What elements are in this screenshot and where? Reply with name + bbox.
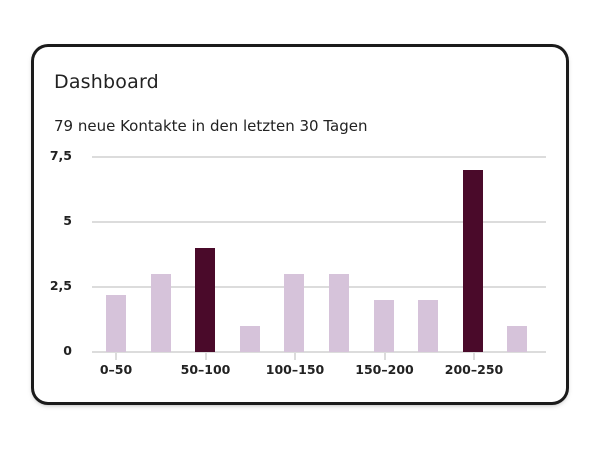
bar	[239, 326, 260, 352]
x-axis-tick	[115, 353, 117, 360]
x-axis-label: 100–150	[265, 362, 325, 377]
x-axis-label: 50–100	[180, 362, 231, 377]
bar	[150, 274, 171, 352]
bar	[106, 294, 126, 352]
x-axis-tick	[204, 353, 207, 360]
x-axis-label: 150–200	[355, 362, 414, 377]
gridline	[92, 351, 546, 353]
bar	[418, 300, 439, 352]
card-title: Dashboard	[54, 71, 159, 93]
chart-subtitle: 79 neue Kontakte in den letzten 30 Tagen	[54, 117, 368, 135]
bar	[507, 326, 528, 352]
y-axis-label: 5	[63, 213, 72, 228]
x-axis-tick	[473, 353, 475, 360]
bar	[373, 300, 394, 352]
bar	[284, 274, 305, 352]
x-axis-label: 200–250	[444, 362, 504, 377]
gridline	[92, 286, 546, 288]
y-axis-label: 2,5	[49, 278, 72, 293]
gridline	[92, 156, 546, 158]
bar	[195, 248, 216, 352]
bar	[329, 274, 349, 352]
dashboard-card: Dashboard 79 neue Kontakte in den letzte…	[34, 47, 566, 402]
x-axis-tick	[383, 353, 386, 360]
x-axis-label: 0–50	[99, 362, 133, 377]
gridline	[92, 221, 546, 223]
bar-chart: 0 2,5 5 7,5 0–50 50–100 100–150 150–200 200–250	[34, 47, 566, 402]
bar	[462, 170, 483, 352]
y-axis-label: 0	[63, 343, 72, 358]
y-axis-label: 7,5	[49, 148, 72, 163]
x-axis-tick	[294, 353, 296, 360]
